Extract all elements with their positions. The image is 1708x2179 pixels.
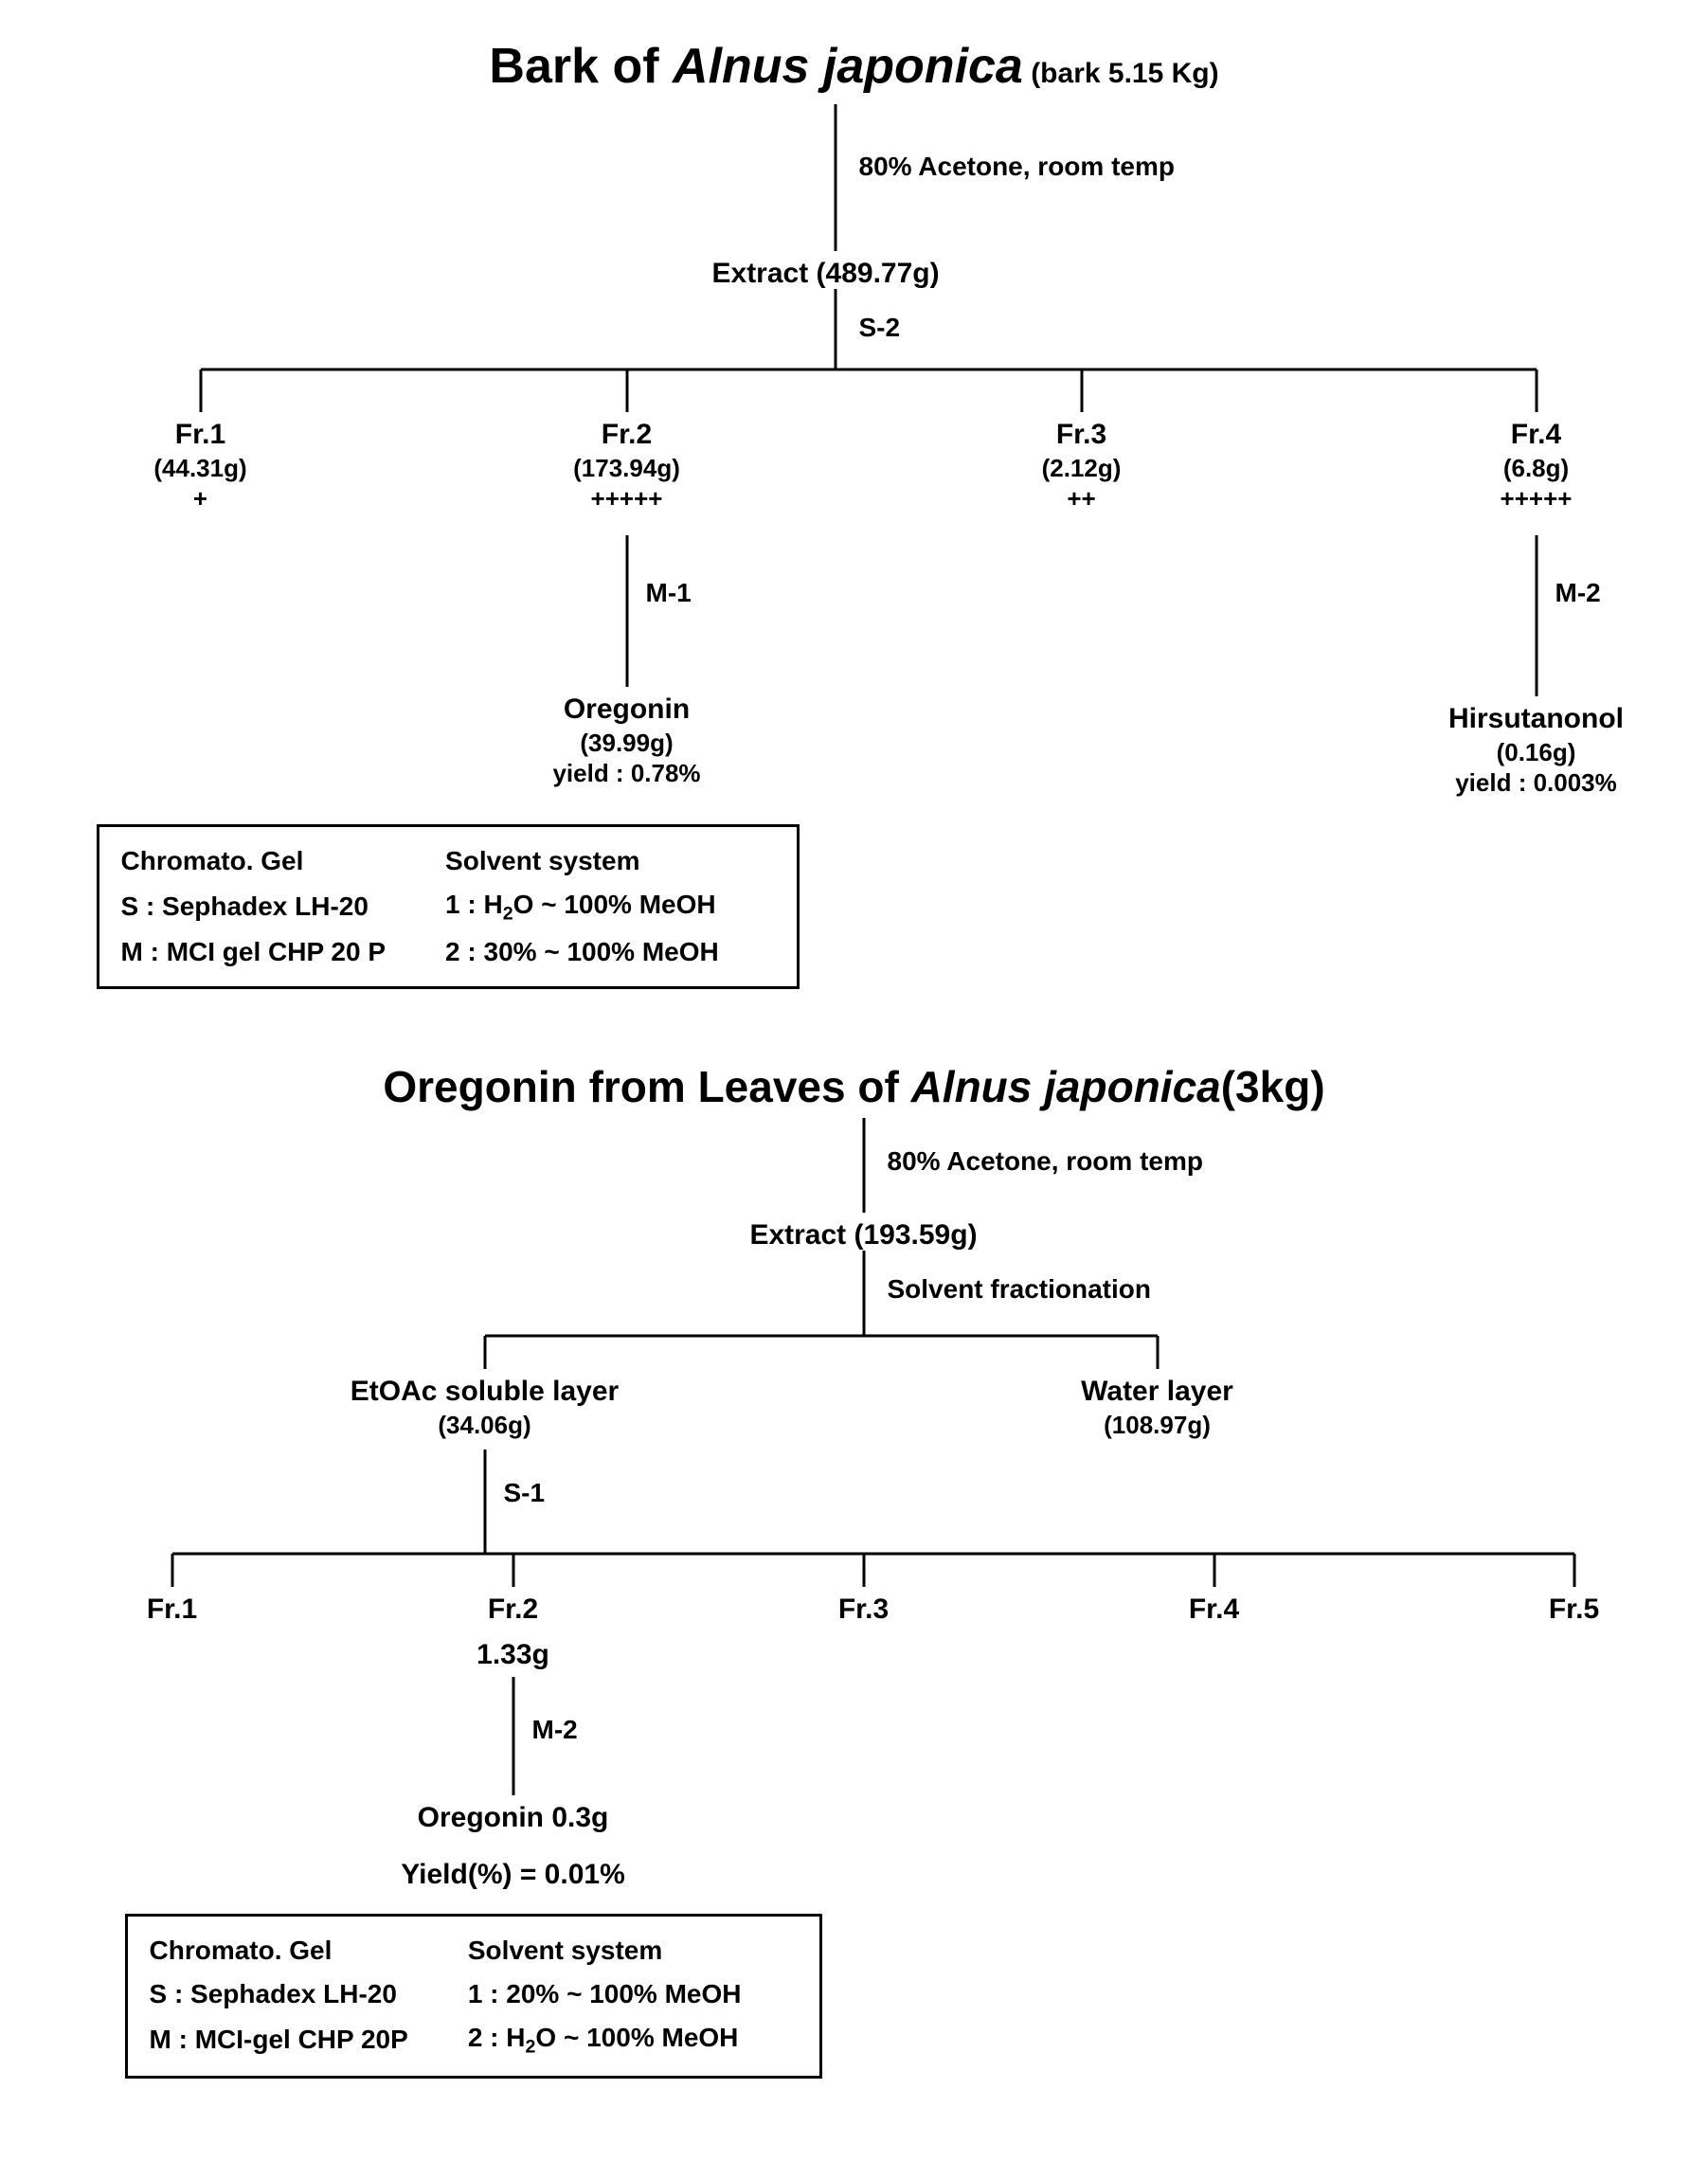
bark-fr2-name: Fr.2 <box>573 417 680 453</box>
leaves-etoac-name: EtOAc soluble layer <box>351 1374 619 1410</box>
bark-step2-label: S-2 <box>859 313 901 343</box>
bark-oregonin-name: Oregonin <box>552 692 700 728</box>
leaves-legend-row1-left: S : Sephadex LH-20 <box>149 1973 465 2015</box>
bark-fr1-node: Fr.1 (44.31g) + <box>153 417 246 514</box>
leaves-diagram: Oregonin from Leaves of Alnus japonica(3… <box>40 1061 1669 2084</box>
bark-diagram: Bark of Alnus japonica (bark 5.15 Kg) 80… <box>40 38 1669 1004</box>
bark-fr3-name: Fr.3 <box>1042 417 1122 453</box>
bark-legend-col1-header: Chromato. Gel <box>120 840 443 882</box>
bark-hirsutanonol-yield: yield : 0.003% <box>1448 767 1624 799</box>
bark-hirsutanonol-name: Hirsutanonol <box>1448 701 1624 737</box>
leaves-water-name: Water layer <box>1081 1374 1233 1410</box>
bark-legend-row1-left: S : Sephadex LH-20 <box>120 884 443 929</box>
bark-fr4-name: Fr.4 <box>1501 417 1573 453</box>
leaves-legend-table: Chromato. Gel Solvent system S : Sephade… <box>147 1928 800 2064</box>
leaves-title-italic: Alnus japonica <box>911 1062 1221 1111</box>
leaves-oregonin-yield: Yield(%) = 0.01% <box>401 1857 624 1893</box>
leaves-water-node: Water layer (108.97g) <box>1081 1374 1233 1440</box>
bark-hirsutanonol-mass: (0.16g) <box>1448 737 1624 768</box>
bark-oregonin-node: Oregonin (39.99g) yield : 0.78% <box>552 692 700 789</box>
leaves-etoac-node: EtOAc soluble layer (34.06g) <box>351 1374 619 1440</box>
bark-legend: Chromato. Gel Solvent system S : Sephade… <box>97 824 800 989</box>
bark-step1-label: 80% Acetone, room temp <box>859 152 1175 182</box>
bark-title-sub: (bark 5.15 Kg) <box>1023 58 1219 89</box>
bark-legend-row1-right: 1 : H2O ~ 100% MeOH <box>444 884 776 929</box>
leaves-fr2-name: Fr.2 <box>476 1592 549 1628</box>
leaves-legend-h2o-sub: 2 <box>526 2037 536 2058</box>
leaves-legend-row2-left: M : MCI-gel CHP 20P <box>149 2017 465 2062</box>
bark-legend-row1-right-pre: 1 : H <box>445 890 503 919</box>
bark-legend-row2-left: M : MCI gel CHP 20 P <box>120 931 443 973</box>
leaves-legend-row2-right-pre: 2 : H <box>468 2023 526 2052</box>
leaves-oregonin-node: Oregonin 0.3g <box>418 1800 609 1836</box>
leaves-title: Oregonin from Leaves of Alnus japonica(3… <box>40 1061 1669 1112</box>
leaves-fr1-node: Fr.1 <box>147 1592 197 1628</box>
leaves-legend-row2-right-post: O ~ 100% MeOH <box>535 2023 738 2052</box>
bark-fr4-pluses: +++++ <box>1501 483 1573 514</box>
bark-extract-node: Extract (489.77g) <box>712 256 940 292</box>
leaves-fr2-mass: 1.33g <box>476 1637 549 1673</box>
leaves-fr5-node: Fr.5 <box>1549 1592 1599 1628</box>
bark-fr1-mass: (44.31g) <box>153 453 246 484</box>
bark-fr3-node: Fr.3 (2.12g) ++ <box>1042 417 1122 514</box>
bark-fr2-node: Fr.2 (173.94g) +++++ <box>573 417 680 514</box>
bark-fr3-mass: (2.12g) <box>1042 453 1122 484</box>
bark-title: Bark of Alnus japonica (bark 5.15 Kg) <box>40 38 1669 95</box>
bark-legend-row2-right: 2 : 30% ~ 100% MeOH <box>444 931 776 973</box>
leaves-fr2-step-label: M-2 <box>532 1715 578 1745</box>
leaves-step2-label: Solvent fractionation <box>888 1274 1151 1305</box>
leaves-water-mass: (108.97g) <box>1081 1410 1233 1441</box>
bark-legend-h2o-sub: 2 <box>503 904 513 925</box>
bark-fr4-step-label: M-2 <box>1555 578 1601 608</box>
bark-fr1-name: Fr.1 <box>153 417 246 453</box>
bark-legend-col2-header: Solvent system <box>444 840 776 882</box>
bark-fr2-mass: (173.94g) <box>573 453 680 484</box>
bark-title-italic: Alnus japonica <box>673 39 1023 94</box>
leaves-fr4-node: Fr.4 <box>1189 1592 1239 1628</box>
leaves-step1-label: 80% Acetone, room temp <box>888 1146 1203 1177</box>
bark-oregonin-mass: (39.99g) <box>552 728 700 759</box>
leaves-legend-col2-header: Solvent system <box>467 1930 799 1972</box>
leaves-extract-node: Extract (193.59g) <box>749 1217 977 1253</box>
leaves-legend: Chromato. Gel Solvent system S : Sephade… <box>125 1914 822 2079</box>
leaves-fr3-node: Fr.3 <box>838 1592 889 1628</box>
bark-oregonin-yield: yield : 0.78% <box>552 758 700 789</box>
bark-fr3-pluses: ++ <box>1042 483 1122 514</box>
bark-title-prefix: Bark of <box>489 39 673 94</box>
bark-fr2-pluses: +++++ <box>573 483 680 514</box>
bark-fr4-mass: (6.8g) <box>1501 453 1573 484</box>
bark-fr2-step-label: M-1 <box>646 578 692 608</box>
leaves-legend-col1-header: Chromato. Gel <box>149 1930 465 1972</box>
leaves-legend-row1-right: 1 : 20% ~ 100% MeOH <box>467 1973 799 2015</box>
leaves-legend-row2-right: 2 : H2O ~ 100% MeOH <box>467 2017 799 2062</box>
bark-legend-row1-right-post: O ~ 100% MeOH <box>513 890 716 919</box>
leaves-title-suffix: (3kg) <box>1221 1062 1325 1111</box>
bark-fr1-pluses: + <box>153 483 246 514</box>
leaves-layer1-step-label: S-1 <box>504 1478 546 1508</box>
bark-legend-table: Chromato. Gel Solvent system S : Sephade… <box>118 838 778 975</box>
leaves-etoac-mass: (34.06g) <box>351 1410 619 1441</box>
leaves-fr2-node: Fr.2 1.33g <box>476 1592 549 1672</box>
bark-hirsutanonol-node: Hirsutanonol (0.16g) yield : 0.003% <box>1448 701 1624 799</box>
leaves-title-prefix: Oregonin from Leaves of <box>383 1062 910 1111</box>
bark-fr4-node: Fr.4 (6.8g) +++++ <box>1501 417 1573 514</box>
